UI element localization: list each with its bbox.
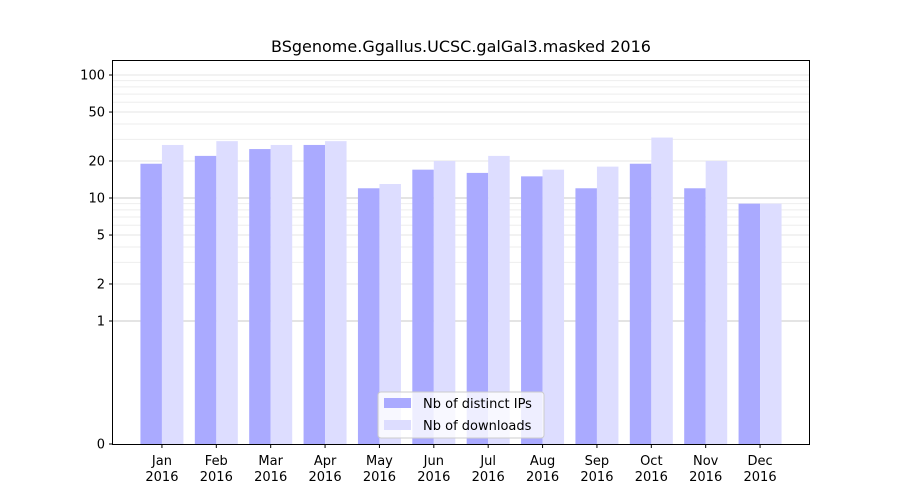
bar-distinct-ips-dec (738, 203, 761, 444)
bar-downloads-nov (705, 160, 728, 444)
legend: Nb of distinct IPs Nb of downloads (377, 391, 545, 439)
bar-distinct-ips-nov (684, 188, 706, 444)
bar-downloads-oct (651, 137, 673, 445)
bar-downloads-jan (161, 144, 184, 445)
x-tick-label-month: Dec (747, 454, 772, 469)
y-tick-label: 0 (97, 438, 105, 453)
plot-frame (112, 60, 810, 445)
legend-swatch-distinct-ips (384, 398, 411, 408)
x-tick-label-year: 2016 (200, 470, 233, 485)
bar-distinct-ips-apr (303, 144, 326, 445)
bar-downloads-apr (325, 141, 347, 444)
x-tick-label-month: Nov (693, 454, 719, 469)
y-tick-label: 50 (88, 106, 105, 121)
x-tick-label-month: Apr (314, 454, 337, 469)
bar-distinct-ips-may (357, 188, 380, 444)
bar-distinct-ips-oct (629, 163, 652, 444)
x-tick-label-year: 2016 (363, 470, 396, 485)
x-tick-label-year: 2016 (145, 470, 178, 485)
x-tick-label-month: May (366, 454, 393, 469)
x-tick-label-year: 2016 (472, 470, 505, 485)
bar-downloads-dec (760, 203, 782, 444)
bar-distinct-ips-mar (249, 149, 271, 445)
legend-label-distinct-ips: Nb of distinct IPs (423, 397, 532, 412)
x-tick-label-year: 2016 (526, 470, 559, 485)
x-tick-label-month: Jul (479, 454, 496, 469)
x-axis: Jan2016Feb2016Mar2016Apr2016May2016Jun20… (145, 444, 777, 485)
legend-label-downloads: Nb of downloads (423, 419, 532, 434)
x-tick-label-month: Mar (258, 454, 283, 469)
bar-distinct-ips-aug (521, 176, 543, 445)
bar-distinct-ips-jan (140, 163, 162, 444)
bar-distinct-ips-feb (194, 155, 217, 444)
x-tick-label-year: 2016 (309, 470, 342, 485)
bar-downloads-sep (596, 166, 619, 444)
y-tick-label: 100 (80, 69, 105, 84)
x-tick-label-month: Aug (530, 454, 555, 469)
bar-downloads-mar (270, 144, 293, 445)
bar-downloads-feb (216, 141, 238, 444)
y-tick-label: 10 (88, 192, 105, 207)
legend-box (377, 391, 545, 439)
bar-distinct-ips-jun (412, 169, 434, 445)
y-axis: 0 1 2 5 10 20 50 100 (80, 69, 113, 453)
bars (140, 137, 782, 445)
x-tick-label-year: 2016 (689, 470, 722, 485)
x-tick-label-year: 2016 (417, 470, 450, 485)
x-tick-label-year: 2016 (635, 470, 668, 485)
bar-downloads-may (379, 183, 401, 444)
x-tick-label-month: Jan (151, 454, 172, 469)
chart-title: BSgenome.Ggallus.UCSC.galGal3.masked 201… (271, 37, 651, 56)
x-tick-label-year: 2016 (744, 470, 777, 485)
legend-swatch-downloads (384, 420, 411, 430)
x-tick-label-month: Jun (423, 454, 444, 469)
bar-distinct-ips-jul (466, 172, 489, 445)
x-tick-label-month: Sep (585, 454, 610, 469)
y-tick-label: 5 (97, 229, 105, 244)
x-tick-label-year: 2016 (580, 470, 613, 485)
bar-downloads-aug (542, 169, 565, 445)
y-tick-label: 2 (97, 277, 105, 292)
y-tick-label: 1 (97, 315, 105, 330)
x-tick-label-month: Oct (640, 454, 662, 469)
bar-downloads-jun (433, 160, 456, 444)
bar-distinct-ips-sep (575, 188, 597, 444)
x-tick-label-year: 2016 (254, 470, 287, 485)
x-tick-label-month: Feb (205, 454, 228, 469)
bar-downloads-jul (488, 155, 510, 444)
y-tick-label: 20 (88, 154, 105, 169)
